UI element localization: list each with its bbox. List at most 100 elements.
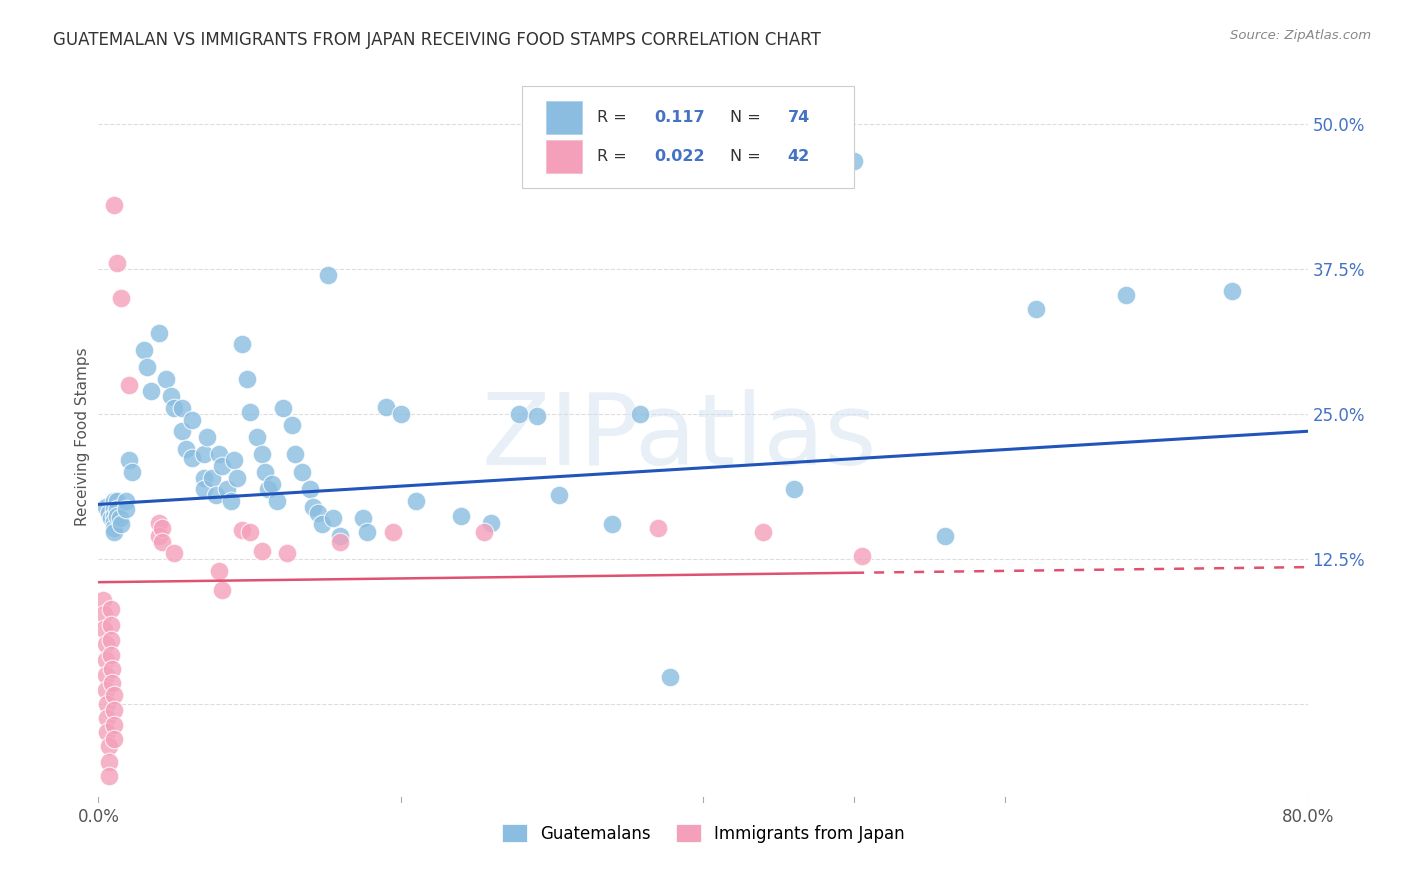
FancyBboxPatch shape xyxy=(546,101,582,134)
Text: 42: 42 xyxy=(787,150,810,164)
Point xyxy=(239,404,262,418)
Point xyxy=(291,465,314,479)
Point xyxy=(271,401,294,415)
Point xyxy=(148,516,170,530)
Point xyxy=(405,494,427,508)
Point xyxy=(628,407,651,421)
Point xyxy=(103,703,125,717)
Point xyxy=(98,506,121,520)
Point xyxy=(160,389,183,403)
Point xyxy=(148,529,170,543)
Point xyxy=(110,291,132,305)
Point xyxy=(148,326,170,340)
Point xyxy=(934,529,956,543)
Point xyxy=(155,372,177,386)
Point xyxy=(96,725,118,739)
Point xyxy=(193,448,215,462)
Legend: Guatemalans, Immigrants from Japan: Guatemalans, Immigrants from Japan xyxy=(495,818,911,849)
Point xyxy=(100,618,122,632)
Point xyxy=(299,483,322,497)
Point xyxy=(281,418,304,433)
Point xyxy=(103,525,125,540)
Text: 0.117: 0.117 xyxy=(655,110,706,125)
Point xyxy=(103,515,125,529)
Point xyxy=(93,607,115,621)
Point xyxy=(100,511,122,525)
Point xyxy=(96,697,118,711)
Point xyxy=(481,516,503,530)
Point xyxy=(276,546,298,560)
Point xyxy=(105,494,128,508)
Point xyxy=(98,769,121,783)
Point xyxy=(96,711,118,725)
FancyBboxPatch shape xyxy=(546,140,582,173)
Point xyxy=(253,465,276,479)
Point xyxy=(135,360,157,375)
Point xyxy=(100,602,122,616)
Point xyxy=(114,502,136,516)
Point xyxy=(103,731,125,746)
Text: 0.022: 0.022 xyxy=(655,150,706,164)
Point xyxy=(307,506,329,520)
Point xyxy=(208,564,231,578)
Point xyxy=(103,198,125,212)
Point xyxy=(118,377,141,392)
Point xyxy=(201,471,224,485)
Point xyxy=(224,453,246,467)
Point xyxy=(548,488,571,502)
Point xyxy=(302,500,325,514)
Point xyxy=(121,465,143,479)
Point xyxy=(374,400,396,414)
Text: N =: N = xyxy=(730,150,765,164)
FancyBboxPatch shape xyxy=(522,86,855,188)
Text: R =: R = xyxy=(596,150,631,164)
Point xyxy=(1220,284,1243,298)
Point xyxy=(266,494,288,508)
Point xyxy=(211,459,233,474)
Point xyxy=(105,502,128,516)
Point xyxy=(103,521,125,535)
Point xyxy=(108,511,131,525)
Point xyxy=(98,755,121,769)
Point xyxy=(101,662,124,676)
Point xyxy=(193,471,215,485)
Text: R =: R = xyxy=(596,110,631,125)
Point xyxy=(103,502,125,516)
Point xyxy=(1024,302,1046,317)
Point xyxy=(208,448,231,462)
Text: N =: N = xyxy=(730,110,765,125)
Point xyxy=(262,476,284,491)
Point xyxy=(195,430,218,444)
Point xyxy=(103,688,125,702)
Point xyxy=(150,534,173,549)
Point xyxy=(322,511,344,525)
Point xyxy=(329,534,352,549)
Text: 74: 74 xyxy=(787,110,810,125)
Point xyxy=(356,525,378,540)
Point xyxy=(329,529,352,543)
Point xyxy=(114,494,136,508)
Point xyxy=(105,256,128,270)
Point xyxy=(98,739,121,753)
Point xyxy=(94,668,117,682)
Point xyxy=(132,343,155,357)
Point xyxy=(221,494,243,508)
Point xyxy=(226,471,249,485)
Point xyxy=(783,483,806,497)
Point xyxy=(239,525,262,540)
Point xyxy=(94,637,117,651)
Point xyxy=(100,633,122,648)
Point xyxy=(658,670,681,684)
Point xyxy=(211,583,233,598)
Point xyxy=(93,622,115,636)
Point xyxy=(752,525,775,540)
Point xyxy=(94,653,117,667)
Point xyxy=(231,337,253,351)
Point xyxy=(118,453,141,467)
Point xyxy=(389,407,412,421)
Point xyxy=(231,523,253,537)
Point xyxy=(105,509,128,524)
Point xyxy=(181,450,204,465)
Text: Source: ZipAtlas.com: Source: ZipAtlas.com xyxy=(1230,29,1371,42)
Point xyxy=(250,544,273,558)
